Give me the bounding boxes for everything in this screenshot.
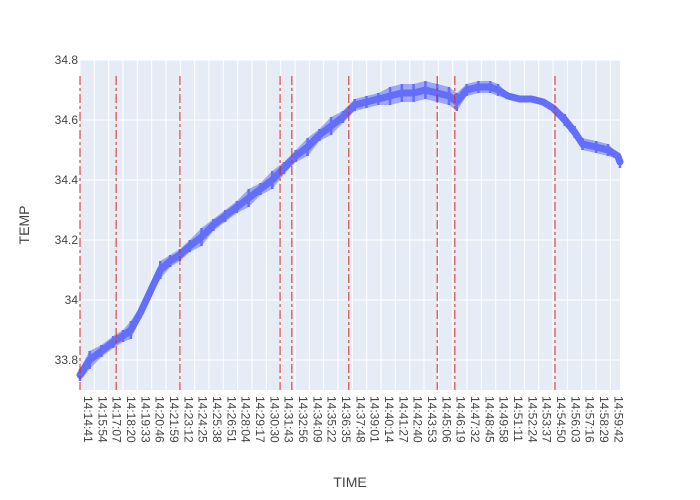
y-tick-label: 34.4 bbox=[55, 173, 79, 187]
x-tick-label: 14:52:24 bbox=[525, 396, 539, 443]
x-tick-label: 14:24:25 bbox=[196, 396, 210, 443]
x-tick-label: 14:58:29 bbox=[597, 396, 611, 443]
x-tick-label: 14:53:37 bbox=[540, 396, 554, 443]
x-tick-label: 14:25:38 bbox=[210, 396, 224, 443]
x-tick-label: 14:15:54 bbox=[95, 396, 109, 443]
x-tick-label: 14:42:40 bbox=[411, 396, 425, 443]
x-tick-label: 14:56:03 bbox=[568, 396, 582, 443]
x-tick-label: 14:26:51 bbox=[224, 396, 238, 443]
x-tick-label: 14:41:27 bbox=[396, 396, 410, 443]
y-axis-ticks: 33.8 34 34.2 34.4 34.6 34.8 bbox=[55, 53, 79, 367]
x-tick-label: 14:37:48 bbox=[353, 396, 367, 443]
x-tick-label: 14:40:14 bbox=[382, 396, 396, 443]
x-tick-label: 14:47:32 bbox=[468, 396, 482, 443]
y-tick-label: 34.2 bbox=[55, 233, 79, 247]
x-tick-label: 14:32:56 bbox=[296, 396, 310, 443]
x-tick-label: 14:28:04 bbox=[239, 396, 253, 443]
x-tick-label: 14:31:43 bbox=[282, 396, 296, 443]
y-axis-title: TEMP bbox=[16, 206, 32, 245]
x-tick-label: 14:18:20 bbox=[124, 396, 138, 443]
x-tick-label: 14:36:35 bbox=[339, 396, 353, 443]
x-tick-label: 14:45:06 bbox=[439, 396, 453, 443]
x-axis-title: TIME bbox=[333, 474, 366, 490]
y-tick-label: 34.6 bbox=[55, 113, 79, 127]
x-tick-label: 14:48:45 bbox=[482, 396, 496, 443]
x-tick-label: 14:54:50 bbox=[554, 396, 568, 443]
x-tick-label: 14:14:41 bbox=[81, 396, 95, 443]
x-tick-label: 14:57:16 bbox=[583, 396, 597, 443]
x-tick-label: 14:35:22 bbox=[325, 396, 339, 443]
x-tick-label: 14:51:11 bbox=[511, 396, 525, 442]
x-tick-label: 14:30:30 bbox=[267, 396, 281, 443]
x-tick-label: 14:20:46 bbox=[153, 396, 167, 443]
x-tick-label: 14:17:07 bbox=[110, 396, 124, 443]
x-tick-label: 14:34:09 bbox=[310, 396, 324, 443]
vertical-markers bbox=[79, 76, 556, 390]
x-tick-label: 14:39:01 bbox=[368, 396, 382, 443]
series-layer bbox=[76, 81, 624, 381]
y-tick-label: 34.8 bbox=[55, 53, 79, 67]
x-tick-label: 14:23:12 bbox=[181, 396, 195, 443]
x-tick-label: 14:19:33 bbox=[138, 396, 152, 443]
x-tick-label: 14:59:42 bbox=[611, 396, 625, 443]
x-tick-label: 14:46:19 bbox=[454, 396, 468, 443]
x-tick-label: 14:21:59 bbox=[167, 396, 181, 443]
x-tick-label: 14:29:17 bbox=[253, 396, 267, 443]
y-tick-label: 34 bbox=[65, 293, 79, 307]
x-axis-ticks: 14:14:41 14:15:54 14:17:07 14:18:20 14:19:33… bbox=[81, 396, 625, 443]
x-tick-label: 14:49:58 bbox=[497, 396, 511, 443]
y-tick-label: 33.8 bbox=[55, 353, 79, 367]
x-tick-label: 14:43:53 bbox=[425, 396, 439, 443]
